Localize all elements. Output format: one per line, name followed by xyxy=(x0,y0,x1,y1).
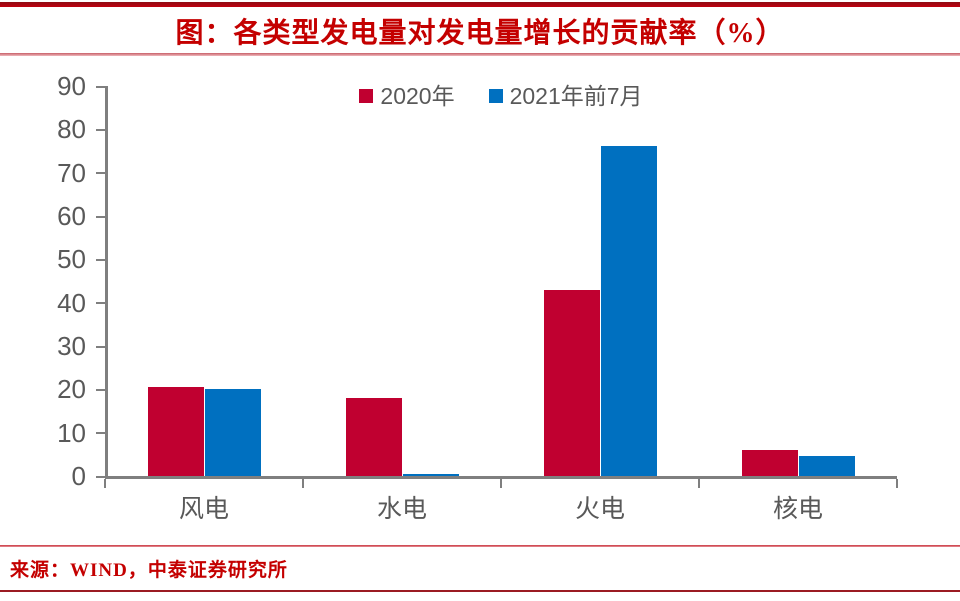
bar-2020年-水电 xyxy=(346,398,402,476)
y-axis-tick xyxy=(96,215,105,218)
chart-legend: 2020年 2021年前7月 xyxy=(105,83,897,109)
y-tick-label: 80 xyxy=(57,114,86,145)
y-axis-tick xyxy=(96,85,105,88)
y-tick-label: 50 xyxy=(57,244,86,275)
y-tick-label: 30 xyxy=(57,331,86,361)
x-axis-tick xyxy=(302,479,304,488)
chart-title: 图：各类型发电量对发电量增长的贡献率（%） xyxy=(175,18,785,49)
legend-swatch-icon xyxy=(359,89,374,103)
x-category-label: 火电 xyxy=(574,496,625,523)
y-axis-tick xyxy=(96,432,105,435)
y-tick-label: 0 xyxy=(71,461,86,491)
title-underline-rule xyxy=(0,53,960,56)
bar-2021年前7月-火电 xyxy=(601,145,657,476)
bar-2021年前7月-核电 xyxy=(799,456,855,476)
y-axis-tick xyxy=(96,388,105,391)
footer-top-rule xyxy=(0,545,960,547)
legend-item: 2020年 xyxy=(359,82,455,109)
x-axis-tick xyxy=(500,479,502,488)
x-axis-tick xyxy=(698,479,700,488)
y-tick-label: 70 xyxy=(57,157,86,188)
bar-2021年前7月-水电 xyxy=(403,474,459,476)
y-tick-label: 90 xyxy=(57,71,86,101)
legend-label: 2020年 xyxy=(380,82,455,109)
legend-swatch-icon xyxy=(488,89,503,103)
y-tick-label: 60 xyxy=(57,201,86,231)
bar-2020年-火电 xyxy=(544,289,600,476)
x-axis-tick xyxy=(896,479,898,488)
bar-2021年前7月-风电 xyxy=(205,389,261,476)
bottom-border-rule xyxy=(0,590,960,592)
bar-2020年-风电 xyxy=(148,386,204,476)
x-axis-tick xyxy=(104,479,106,488)
y-axis-tick xyxy=(96,128,105,131)
y-tick-label: 10 xyxy=(57,417,86,448)
y-axis-tick xyxy=(96,475,105,478)
y-axis-line xyxy=(105,86,108,479)
y-tick-label: 40 xyxy=(57,287,86,318)
x-category-label: 风电 xyxy=(178,496,229,523)
y-axis-tick xyxy=(96,302,105,305)
source-note: 来源：WIND，中泰证券研究所 xyxy=(10,560,288,581)
top-border-rule xyxy=(0,2,960,7)
y-tick-label: 20 xyxy=(57,374,86,405)
x-category-label: 水电 xyxy=(376,496,427,523)
y-axis-tick xyxy=(96,258,105,261)
y-axis-tick xyxy=(96,172,105,175)
x-category-label: 核电 xyxy=(772,496,823,523)
bar-2020年-核电 xyxy=(742,450,798,476)
x-axis-line xyxy=(105,476,897,479)
legend-item: 2021年前7月 xyxy=(488,82,643,109)
y-axis-tick xyxy=(96,345,105,348)
legend-label: 2021年前7月 xyxy=(509,82,643,109)
